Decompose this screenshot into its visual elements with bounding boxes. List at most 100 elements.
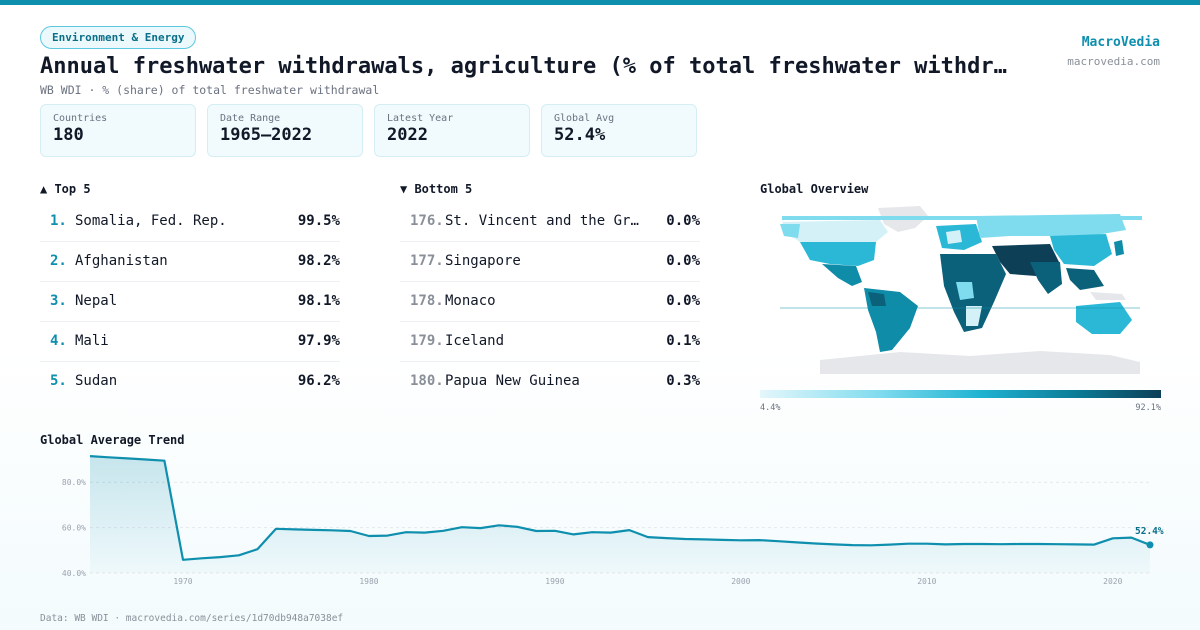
map-region-australia[interactable]: [1076, 302, 1132, 334]
country-value: 96.2%: [297, 373, 340, 389]
list-item[interactable]: 177. Singapore 0.0%: [400, 242, 700, 282]
list-item[interactable]: 4. Mali 97.9%: [40, 322, 340, 362]
country-name: Nepal: [75, 293, 118, 309]
country-name: St. Vincent and the Grenadines: [445, 213, 643, 229]
list-item[interactable]: 3. Nepal 98.1%: [40, 282, 340, 322]
rank-number: 178.: [410, 293, 444, 309]
world-choropleth-map[interactable]: [760, 202, 1161, 382]
country-value: 0.0%: [666, 253, 700, 269]
map-region-china[interactable]: [1050, 234, 1112, 266]
list-item[interactable]: 180. Papua New Guinea 0.3%: [400, 362, 700, 402]
y-tick-label: 80.0%: [62, 478, 86, 487]
list-item[interactable]: 1. Somalia, Fed. Rep. 99.5%: [40, 202, 340, 242]
country-value: 0.0%: [666, 293, 700, 309]
map-region-papua[interactable]: [1090, 292, 1126, 300]
country-name: Singapore: [445, 253, 521, 269]
stat-value: 52.4%: [554, 125, 606, 145]
country-value: 98.2%: [297, 253, 340, 269]
map-heading: Global Overview: [760, 182, 869, 196]
map-region-usa[interactable]: [800, 242, 876, 266]
top5-heading: ▲ Top 5: [40, 182, 91, 196]
country-name: Somalia, Fed. Rep.: [75, 213, 227, 229]
country-value: 98.1%: [297, 293, 340, 309]
map-region-central-africa[interactable]: [956, 282, 974, 300]
stat-label: Latest Year: [387, 113, 454, 124]
x-tick-label: 2000: [731, 577, 750, 585]
country-name: Papua New Guinea: [445, 373, 580, 389]
list-item[interactable]: 179. Iceland 0.1%: [400, 322, 700, 362]
list-item[interactable]: 176. St. Vincent and the Grenadines 0.0%: [400, 202, 700, 242]
brand-url[interactable]: macrovedia.com: [1067, 55, 1160, 68]
map-region-russia[interactable]: [976, 214, 1126, 238]
stat-label: Countries: [53, 113, 108, 124]
y-tick-label: 40.0%: [62, 569, 86, 578]
list-item[interactable]: 178. Monaco 0.0%: [400, 282, 700, 322]
trend-area: [90, 456, 1150, 573]
map-legend-bar: [760, 390, 1161, 398]
brand-logo[interactable]: MacroVedia: [1081, 35, 1160, 50]
stat-value: 2022: [387, 125, 428, 145]
map-region-mexico[interactable]: [822, 264, 862, 286]
x-tick-label: 2020: [1103, 577, 1122, 585]
country-name: Monaco: [445, 293, 496, 309]
map-region-india[interactable]: [1030, 262, 1062, 294]
country-value: 97.9%: [297, 333, 340, 349]
x-tick-label: 2010: [917, 577, 936, 585]
trend-line: [89, 455, 1151, 561]
country-name: Iceland: [445, 333, 505, 349]
rank-number: 180.: [410, 373, 444, 389]
country-value: 0.3%: [666, 373, 700, 389]
stat-card-latest-year: Latest Year 2022: [374, 104, 530, 157]
x-tick-label: 1970: [173, 577, 192, 585]
x-tick-label: 1980: [359, 577, 378, 585]
rank-number: 5.: [50, 373, 67, 389]
trend-end-label: 52.4%: [1135, 526, 1164, 537]
rank-number: 177.: [410, 253, 444, 269]
stat-label: Date Range: [220, 113, 281, 124]
page-subtitle: WB WDI · % (share) of total freshwater w…: [40, 83, 380, 97]
x-tick-label: 1990: [545, 577, 564, 585]
page-title: Annual freshwater withdrawals, agricultu…: [40, 54, 1020, 79]
country-value: 99.5%: [297, 213, 340, 229]
rank-number: 179.: [410, 333, 444, 349]
map-region-japan[interactable]: [1114, 240, 1124, 256]
stat-card-date-range: Date Range 1965–2022: [207, 104, 363, 157]
stat-card-countries: Countries 180: [40, 104, 196, 157]
bottom5-heading: ▼ Bottom 5: [400, 182, 473, 196]
source-footer: Data: WB WDI · macrovedia.com/series/1d7…: [40, 613, 344, 624]
rank-number: 3.: [50, 293, 67, 309]
country-name: Sudan: [75, 373, 118, 389]
bottom5-list: 176. St. Vincent and the Grenadines 0.0%…: [400, 202, 700, 402]
list-item[interactable]: 5. Sudan 96.2%: [40, 362, 340, 402]
top5-list: 1. Somalia, Fed. Rep. 99.5% 2. Afghanist…: [40, 202, 340, 402]
stat-label: Global Avg: [554, 113, 615, 124]
legend-max-label: 92.1%: [1135, 403, 1161, 413]
map-region-andes[interactable]: [868, 292, 886, 306]
map-region-antarctica[interactable]: [820, 351, 1140, 374]
country-name: Afghanistan: [75, 253, 168, 269]
map-region-southern-africa[interactable]: [966, 306, 982, 326]
trend-heading: Global Average Trend: [40, 433, 185, 447]
country-value: 0.1%: [666, 333, 700, 349]
rank-number: 2.: [50, 253, 67, 269]
top-accent-bar: [0, 0, 1200, 5]
stat-value: 1965–2022: [220, 125, 313, 145]
rank-number: 1.: [50, 213, 67, 229]
trend-end-point: [1146, 541, 1154, 549]
legend-min-label: 4.4%: [760, 403, 781, 413]
category-badge[interactable]: Environment & Energy: [40, 26, 197, 49]
map-region-canada[interactable]: [782, 220, 888, 244]
stat-card-global-avg: Global Avg 52.4%: [541, 104, 697, 157]
map-region-northern-europe[interactable]: [946, 230, 962, 244]
country-name: Mali: [75, 333, 109, 349]
map-region-arctic[interactable]: [782, 216, 1142, 220]
list-item[interactable]: 2. Afghanistan 98.2%: [40, 242, 340, 282]
map-region-alaska[interactable]: [780, 224, 800, 238]
trend-chart[interactable]: 40.0% 60.0% 80.0% 1970 1980 1990 2000 2010 2020 5…: [40, 455, 1180, 585]
rank-number: 176.: [410, 213, 444, 229]
map-region-southeast-asia[interactable]: [1066, 268, 1104, 290]
country-value: 0.0%: [666, 213, 700, 229]
stat-value: 180: [53, 125, 84, 145]
rank-number: 4.: [50, 333, 67, 349]
y-tick-label: 60.0%: [62, 524, 86, 533]
